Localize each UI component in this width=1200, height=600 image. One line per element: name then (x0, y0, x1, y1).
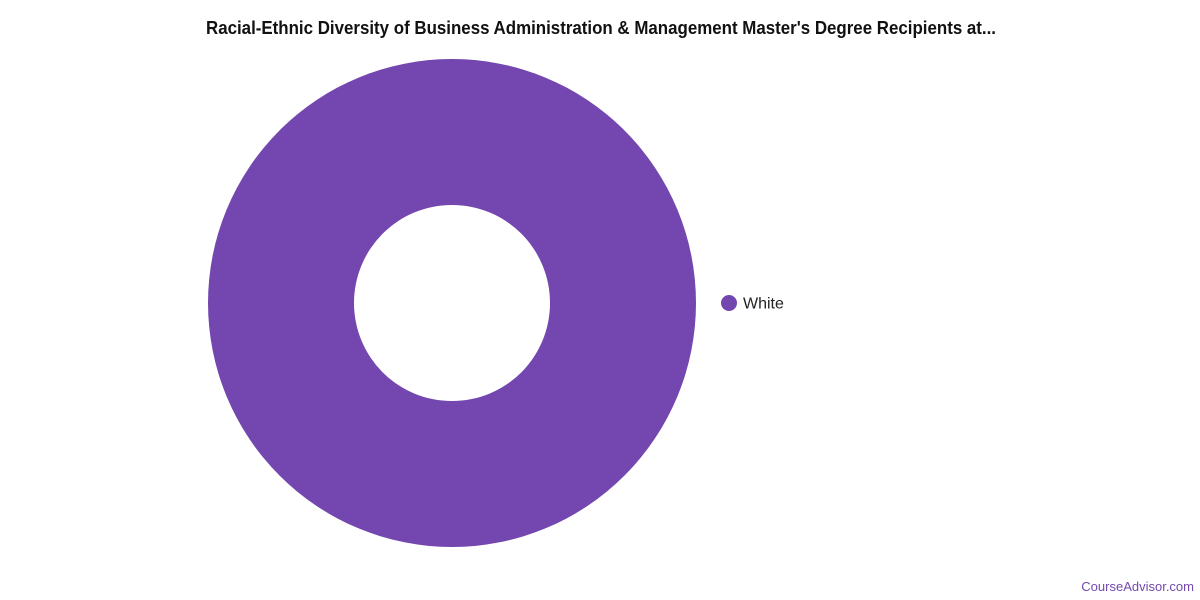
chart-title: Racial-Ethnic Diversity of Business Admi… (206, 18, 996, 38)
watermark[interactable]: CourseAdvisor.com (1081, 579, 1194, 594)
legend-label[interactable]: White (743, 296, 784, 313)
slice-white[interactable] (208, 59, 696, 547)
donut (208, 59, 696, 547)
legend: White (721, 295, 784, 313)
legend-marker-icon[interactable] (721, 295, 737, 311)
